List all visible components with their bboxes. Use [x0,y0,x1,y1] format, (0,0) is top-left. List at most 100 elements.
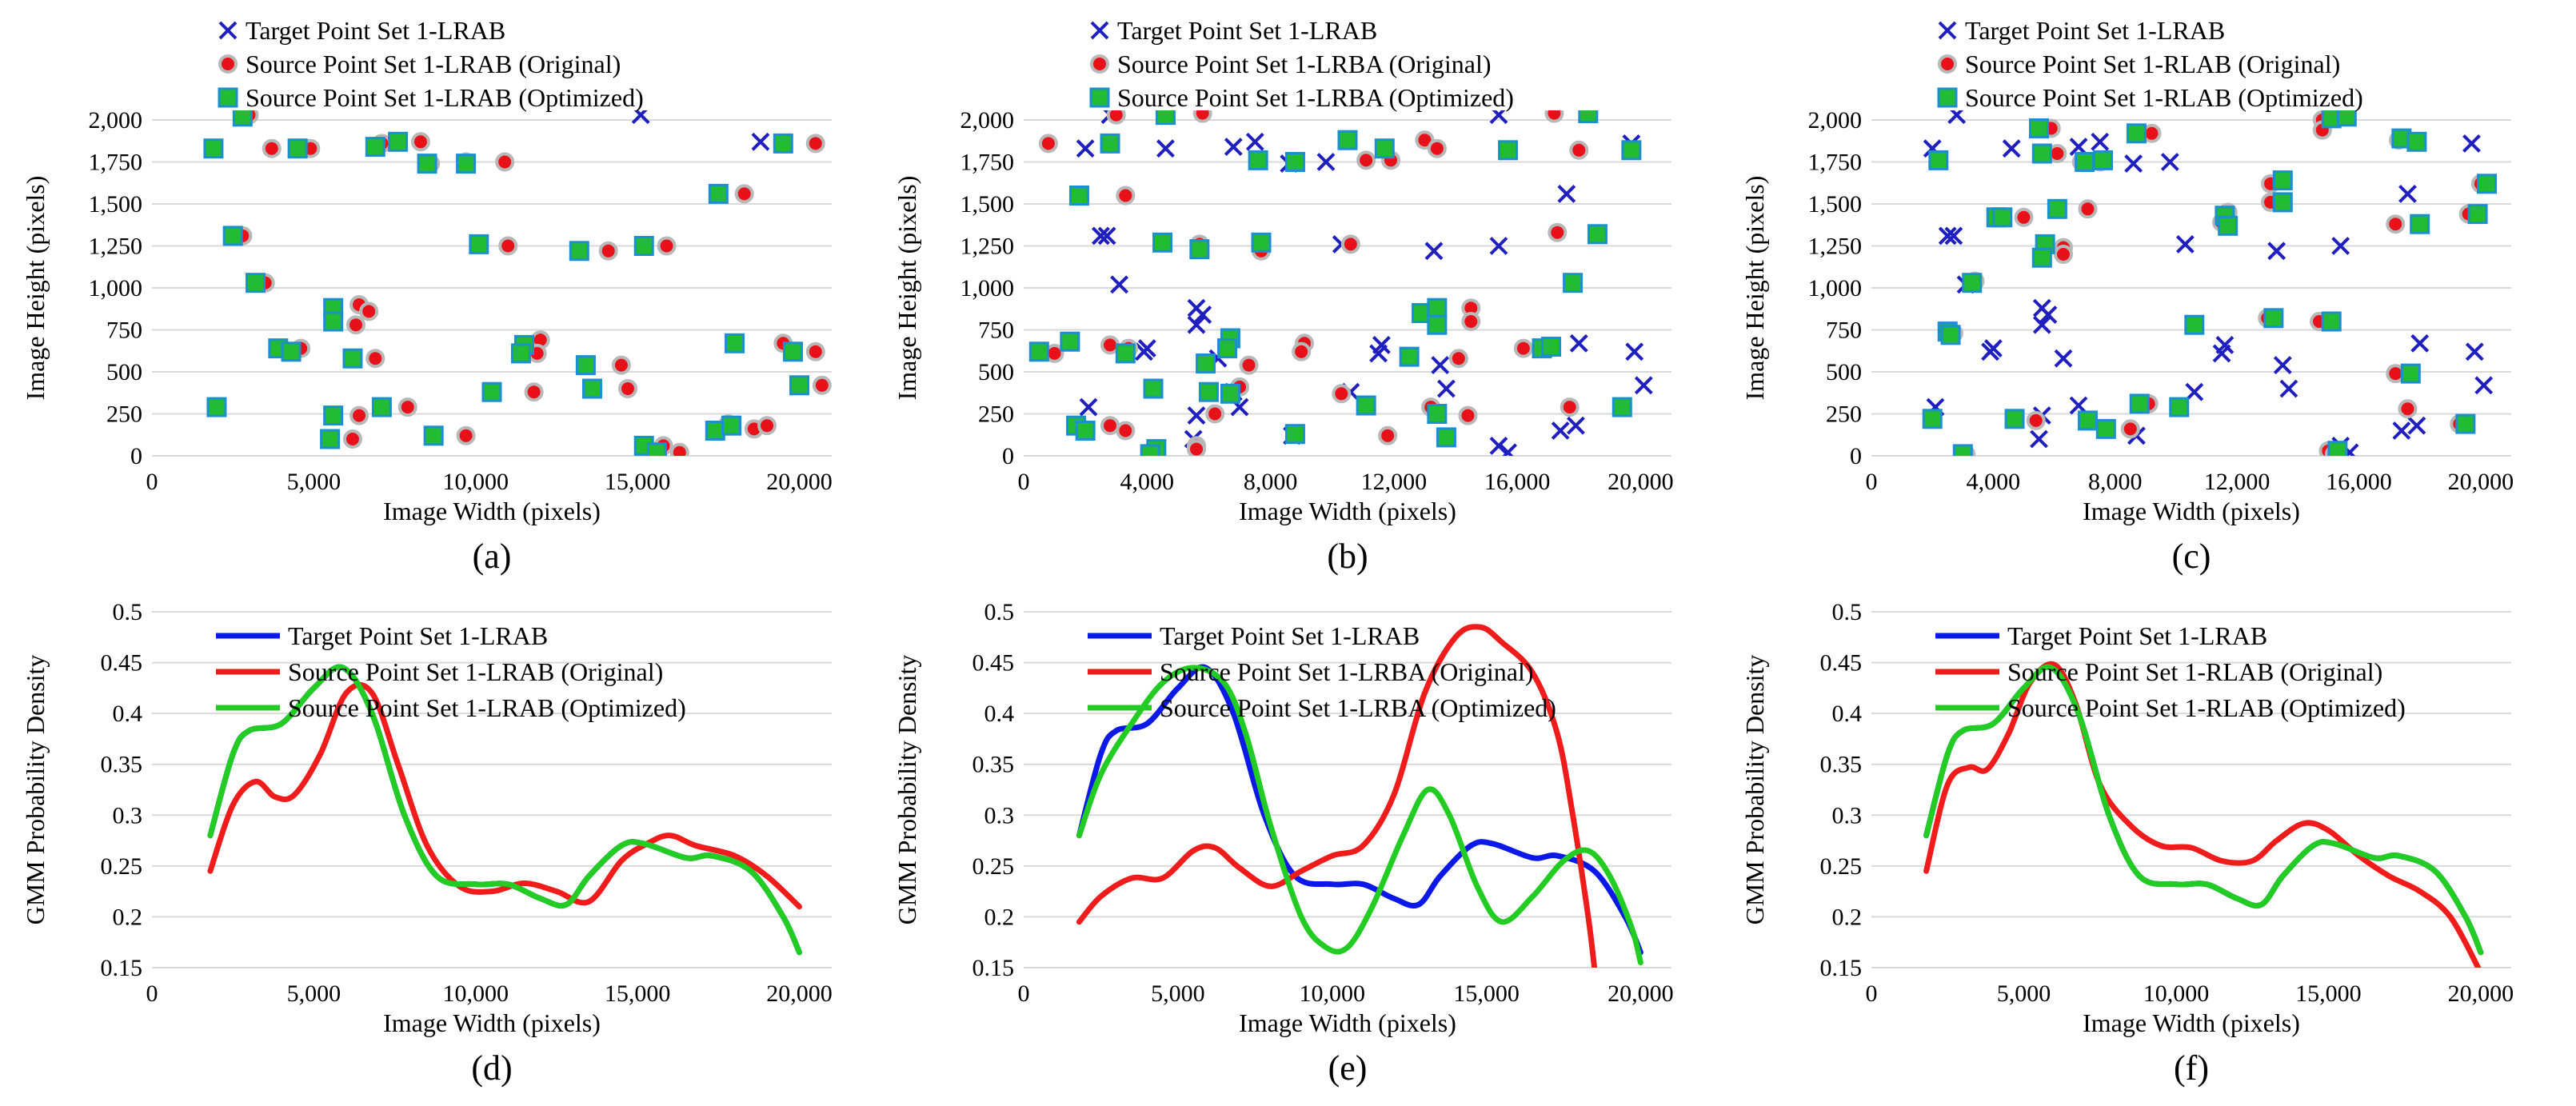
legend-label: Source Point Set 1-LRBA (Optimized) [1117,83,1514,112]
y-tick-label: 1,750 [1808,150,1863,176]
legend: Target Point Set 1-LRAB Source Point Set … [218,16,644,112]
y-tick-label: 1,750 [961,150,1015,176]
source-original-point [410,132,430,152]
source-optimized-point [423,425,444,446]
source-optimized-point [1115,343,1136,364]
target-x-point [1947,110,1967,125]
panel-label: (c) [2172,537,2211,576]
source-optimized-point [1928,150,1949,170]
source-optimized-point [725,333,745,353]
plot-area [1923,661,2484,968]
source-optimized-point [1541,337,1562,357]
x-mark-stroke [2069,138,2088,157]
x-tick-label: 10,000 [2143,980,2210,1007]
source-optimized-point [581,378,602,399]
x-mark-stroke [2032,315,2051,334]
source-optimized-point [342,348,363,369]
x-mark-stroke [2069,396,2088,415]
target-x-point [1489,110,1508,125]
source-optimized-point [2467,204,2488,225]
x-mark-stroke [2407,416,2426,435]
source-optimized-point [1198,381,1219,402]
source-optimized-point [417,154,437,174]
source-optimized-point [1068,186,1089,206]
target-x-point [2030,429,2048,449]
y-tick-label: 1,000 [961,275,1015,301]
x-tick-label: 20,000 [1608,469,1674,495]
source-optimized-point [2477,174,2498,194]
y-tick-label: 0 [1002,443,1014,469]
source-optimized-point [281,341,302,362]
x-mark-stroke [2175,234,2195,254]
x-mark-stroke [1135,342,1153,361]
source-original-point [495,152,515,172]
legend-label: Target Point Set 1-LRAB [246,16,505,45]
x-tick-label: 20,000 [2448,980,2514,1007]
source-original-point [1038,134,1058,154]
y-tick-label: 500 [106,359,142,385]
x-mark-stroke [1489,237,1508,255]
source-optimized-point [1587,224,1608,245]
x-mark-stroke [1424,242,1444,261]
source-optimized-point [1337,130,1358,150]
y-axis-title: Image Height (pixels) [21,176,50,401]
target-x-point [1135,342,1153,361]
x-tick-label: 4,000 [1120,469,1175,495]
target-x-point [2462,134,2481,153]
x-tick-label: 0 [1866,980,1878,1007]
target-x-point [2407,416,2426,435]
y-axis-title: GMM Probability Density [21,655,50,925]
y-tick-label: 500 [1826,359,1862,385]
x-mark-stroke [1489,436,1508,455]
source-optimized-point [773,133,793,154]
y-tick-label: 0.5 [113,599,143,625]
source-optimized-point [1952,444,1973,456]
x-mark-stroke [2462,134,2481,153]
target-x-point [2410,333,2430,353]
target-x-point [1551,421,1570,440]
x-tick-label: 5,000 [287,980,341,1007]
target-x-point [1489,237,1508,255]
x-mark-stroke [1551,421,1570,440]
y-axis-title: Image Height (pixels) [893,176,921,401]
target-x-point [1110,275,1128,294]
y-tick-label: 1,000 [89,275,143,301]
x-mark-stroke [1097,226,1116,246]
y-tick-label: 0.15 [972,955,1015,981]
source-optimized-point [232,110,253,127]
series-line-3 [1076,665,1643,966]
source-original-point [498,236,518,256]
target-x-point [1092,226,1110,246]
target-x-point [1944,226,1963,246]
legend-label: Source Point Set 1-LRAB (Optimized) [288,693,686,722]
plot-area [203,110,832,456]
y-tick-label: 1,250 [1808,234,1863,260]
source-optimized-point [2400,363,2421,384]
y-tick-label: 250 [978,401,1014,428]
y-tick-label: 0.5 [1832,599,1863,625]
target-x-point [1224,138,1243,157]
source-original-point [524,382,544,402]
x-mark-stroke [2410,333,2430,353]
source-optimized-point [1436,427,1456,448]
x-axis-title: Image Width (pixels) [1239,1008,1456,1037]
y-axis-title: GMM Probability Density [893,655,921,925]
y-tick-label: 0.45 [1820,650,1863,677]
x-tick-label: 12,000 [1361,469,1428,495]
source-optimized-point [569,241,589,262]
source-optimized-point [2129,393,2150,414]
source-original-point [618,379,637,398]
target-x-point [1369,344,1388,363]
x-mark-stroke [2002,139,2021,158]
x-mark-stroke [2039,305,2058,325]
legend-x-marker [1090,21,1109,40]
source-optimized-point [1220,383,1240,404]
target-x-point [2212,344,2231,363]
source-optimized-point [633,236,654,256]
source-optimized-point [705,421,725,441]
x-tick-label: 8,000 [2088,469,2143,495]
target-x-point [2039,305,2058,325]
x-mark-stroke [1187,406,1206,425]
y-tick-label: 0 [130,443,142,469]
source-original-point [1560,397,1580,417]
